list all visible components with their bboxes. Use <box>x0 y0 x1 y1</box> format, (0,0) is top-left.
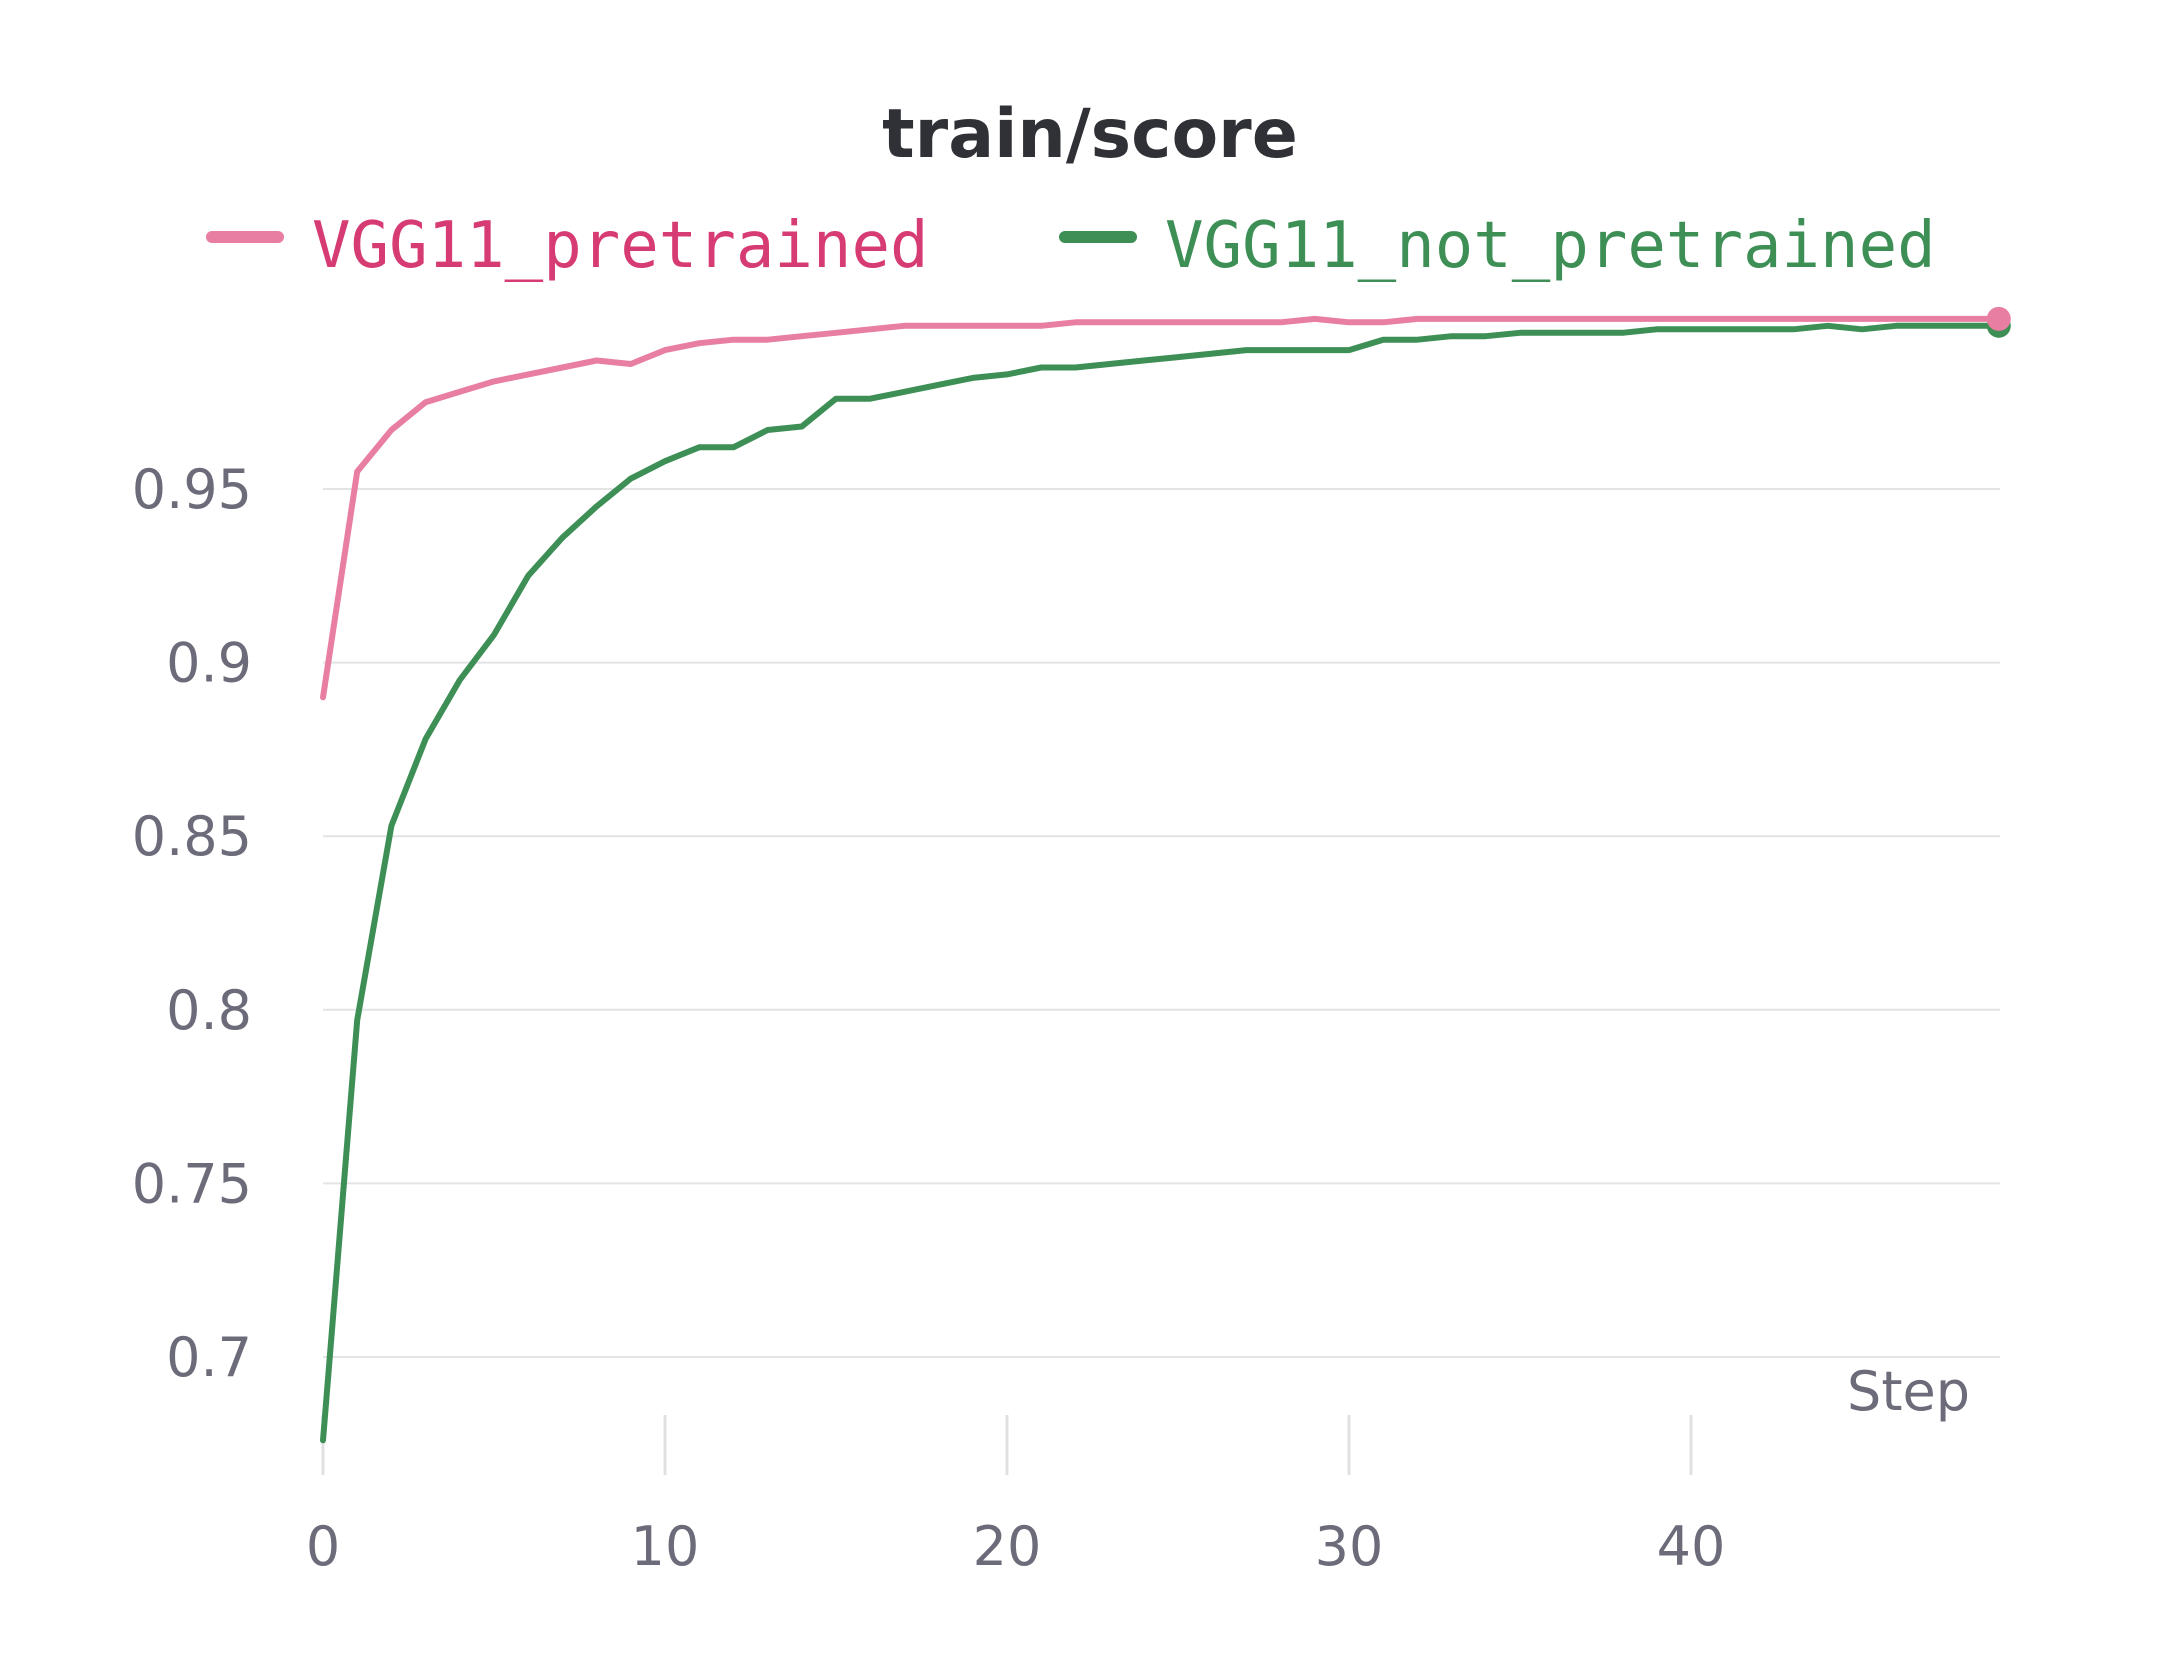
x-tick-label: 20 <box>973 1515 1042 1578</box>
series-line-vgg11-not-pretrained <box>320 322 2002 1444</box>
y-tick-label: 0.8 <box>166 979 252 1042</box>
legend-item-vgg11-pretrained[interactable]: VGG11_pretrained <box>206 209 929 283</box>
chart-title: train/score <box>882 95 1298 174</box>
y-tick-label: 0.85 <box>132 805 252 868</box>
y-axis-tick-labels: 0.7 0.75 0.8 0.85 0.9 0.95 <box>132 458 252 1389</box>
legend[interactable]: VGG11_pretrained VGG11_not_pretrained <box>206 209 1936 283</box>
y-tick-label: 0.9 <box>166 632 252 695</box>
grid-lines <box>323 488 2000 1358</box>
x-tick-label: 10 <box>631 1515 700 1578</box>
series-lines <box>320 306 2011 1444</box>
legend-label: VGG11_pretrained <box>312 209 929 283</box>
x-tick-label: 0 <box>306 1515 340 1578</box>
y-tick-label: 0.75 <box>132 1152 252 1215</box>
series-end-point <box>1986 306 2011 331</box>
legend-item-vgg11-not-pretrained[interactable]: VGG11_not_pretrained <box>1059 209 1936 283</box>
x-axis-tick-labels: 0 10 20 30 40 <box>306 1515 1726 1578</box>
legend-label: VGG11_not_pretrained <box>1165 209 1936 283</box>
x-axis-ticks <box>321 1415 1693 1475</box>
y-tick-label: 0.95 <box>132 458 252 521</box>
y-tick-label: 0.7 <box>166 1326 252 1389</box>
x-tick-label: 30 <box>1315 1515 1384 1578</box>
series-line-vgg11-pretrained <box>320 315 2002 701</box>
x-tick-label: 40 <box>1657 1515 1726 1578</box>
x-axis-title: Step <box>1847 1360 1970 1423</box>
